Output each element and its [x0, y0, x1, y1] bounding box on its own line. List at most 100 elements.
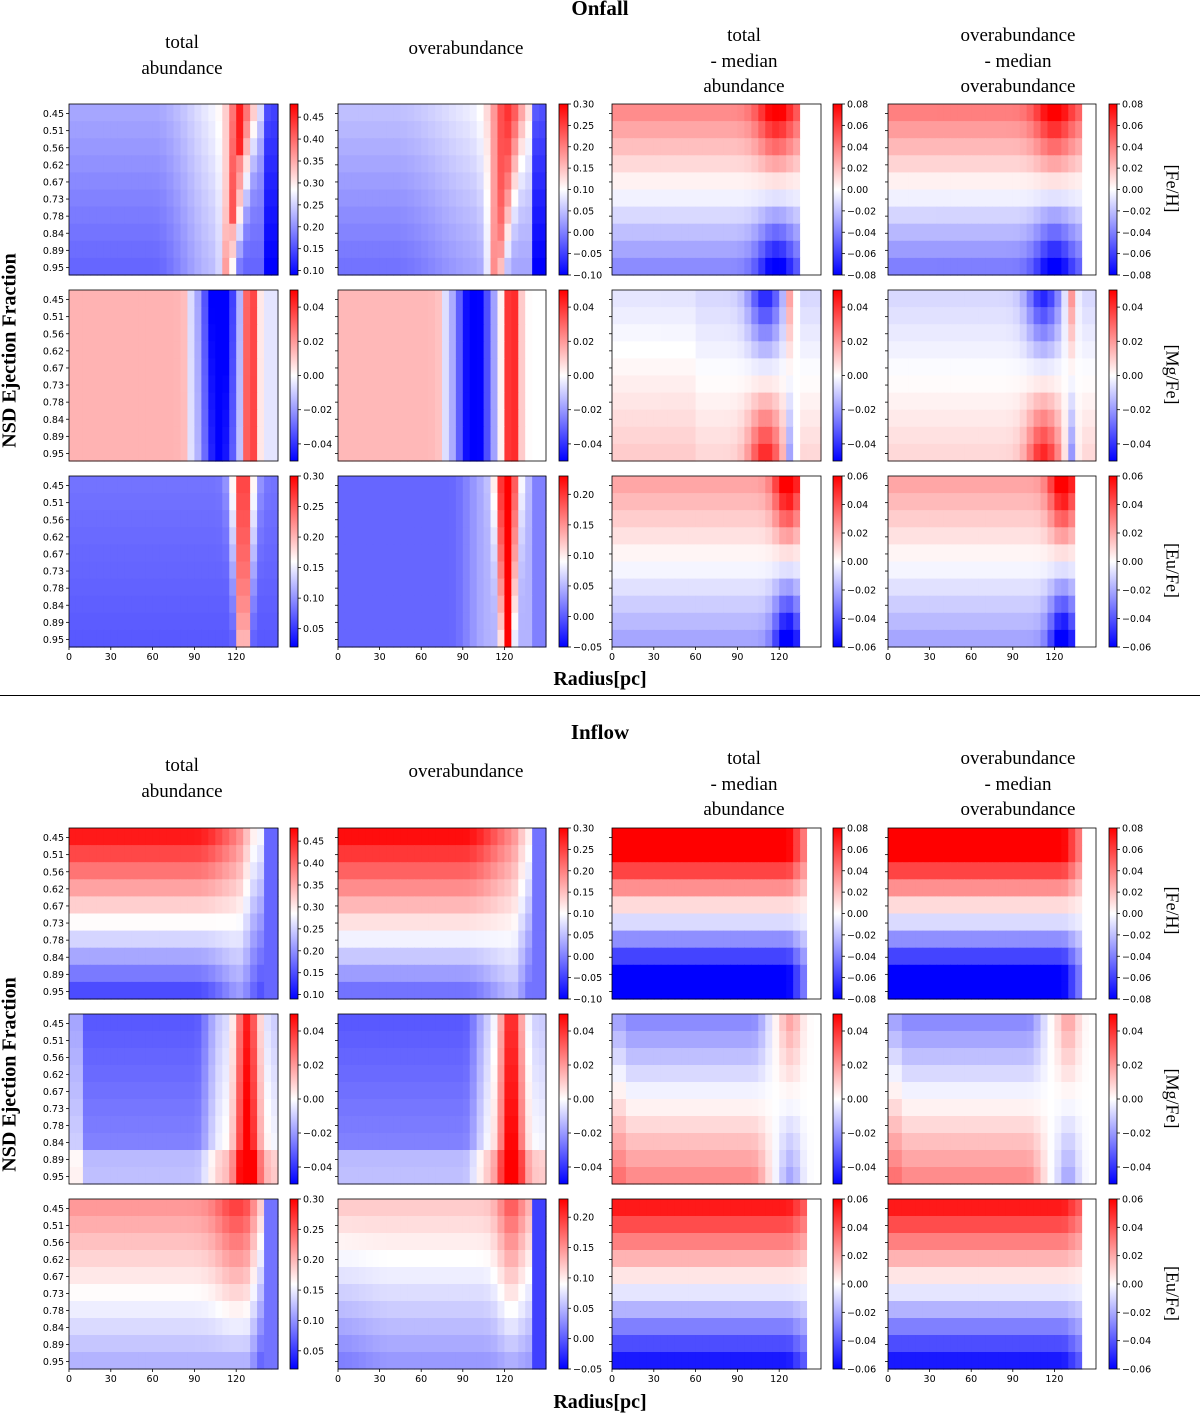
- colorbar-tick-label: 0.00: [847, 185, 868, 196]
- heatmap-cell: [462, 913, 471, 932]
- heatmap-cell: [351, 896, 360, 915]
- heatmap-cell: [201, 138, 209, 156]
- heatmap-cell: [908, 172, 917, 191]
- heatmap-cell: [716, 324, 725, 342]
- heatmap-cell: [737, 189, 745, 208]
- heatmap-cell: [372, 612, 381, 631]
- heatmap-cell: [194, 930, 202, 949]
- heatmap-cell: [103, 595, 112, 614]
- heatmap-cell: [723, 493, 732, 511]
- heatmap-cell: [358, 426, 367, 445]
- heatmap-cell: [751, 930, 759, 949]
- heatmap-cell: [243, 206, 251, 225]
- heatmap-cell: [103, 307, 112, 325]
- heatmap-cell: [393, 578, 401, 597]
- heatmap-cell: [929, 104, 938, 122]
- heatmap-cell: [793, 612, 801, 631]
- heatmap-cell: [709, 862, 718, 880]
- heatmap-cell: [998, 493, 1007, 511]
- heatmap-cell: [950, 223, 958, 242]
- heatmap-cell: [539, 561, 547, 580]
- heatmap-cell: [89, 544, 98, 563]
- heatmap-cell: [532, 358, 540, 377]
- heatmap-cell: [625, 341, 634, 359]
- heatmap-cell: [929, 392, 938, 411]
- colorbar-tick-label: 0.02: [847, 164, 868, 175]
- heatmap-cell: [358, 290, 367, 308]
- heatmap-cell: [483, 189, 492, 208]
- heatmap-cell: [476, 476, 485, 494]
- heatmap-cell: [462, 307, 471, 325]
- heatmap-cell: [180, 223, 189, 242]
- heatmap-cell: [187, 947, 195, 966]
- heatmap-cell: [716, 206, 725, 225]
- heatmap-cell: [421, 189, 429, 208]
- heatmap-cell: [208, 629, 216, 648]
- heatmap-cell: [400, 578, 408, 597]
- heatmap-cell: [490, 879, 499, 897]
- heatmap-cell: [709, 104, 718, 122]
- colorbar-onfall-r2-c1: 0.200.150.100.050.00−0.05: [558, 475, 602, 654]
- heatmap-cell: [448, 510, 457, 528]
- colorbar-tick-label: 0.00: [847, 371, 868, 382]
- heatmap-cell: [455, 307, 464, 325]
- heatmap-cell: [992, 223, 1000, 242]
- heatmap-cell: [124, 510, 133, 528]
- heatmap-cell: [1068, 206, 1076, 225]
- heatmap-cell: [138, 578, 147, 597]
- heatmap-cell: [688, 845, 697, 863]
- heatmap-cell: [772, 981, 780, 1000]
- heatmap-cell: [264, 964, 272, 983]
- heatmap-cell: [358, 307, 367, 325]
- heatmap-cell: [1033, 527, 1042, 545]
- heatmap-cell: [681, 930, 690, 949]
- heatmap-cell: [365, 155, 374, 173]
- heatmap-frame: [337, 475, 547, 648]
- heatmap-cell: [386, 862, 395, 880]
- heatmap-cell: [922, 172, 931, 191]
- heatmap-cell: [358, 443, 367, 462]
- heatmap-cell: [957, 476, 965, 494]
- heatmap-cell: [358, 947, 367, 966]
- heatmap-cell: [442, 828, 450, 846]
- heatmap-cell: [365, 121, 374, 139]
- heatmap-cell: [372, 409, 381, 428]
- heatmap-cell: [442, 358, 450, 377]
- heatmap-cell: [208, 358, 216, 377]
- heatmap-cell: [653, 561, 662, 580]
- heatmap-cell: [187, 223, 195, 242]
- heatmap-cell: [612, 257, 620, 276]
- heatmap-cell: [222, 578, 230, 597]
- heatmap-cell: [653, 930, 662, 949]
- heatmap-cell: [208, 104, 216, 122]
- colorbar-tick-label: 0.06: [1122, 472, 1143, 483]
- heatmap-cell: [653, 138, 662, 156]
- heatmap-cell: [351, 121, 360, 139]
- heatmap-cell: [497, 612, 505, 631]
- heatmap-cell: [737, 307, 745, 325]
- heatmap-cell: [131, 476, 140, 494]
- heatmap-cell: [236, 612, 244, 631]
- heatmap-cell: [469, 510, 478, 528]
- heatmap-cell: [702, 307, 711, 325]
- heatmap-cell: [504, 896, 512, 915]
- heatmap-cell: [525, 426, 533, 445]
- heatmap-cell: [469, 206, 478, 225]
- heatmap-cell: [744, 121, 752, 139]
- heatmap-cell: [800, 155, 808, 173]
- heatmap-cell: [511, 896, 519, 915]
- heatmap-cell: [716, 896, 725, 915]
- heatmap-cell: [758, 341, 766, 359]
- heatmap-cell: [264, 358, 272, 377]
- heatmap-cell: [483, 981, 492, 1000]
- heatmap-cell: [393, 629, 401, 648]
- heatmap-cell: [758, 845, 766, 863]
- heatmap-cell: [414, 324, 422, 342]
- heatmap-cell: [532, 240, 540, 259]
- heatmap-cell: [765, 544, 773, 563]
- heatmap-cell: [236, 828, 244, 846]
- y-tick-label: 0.56: [43, 515, 64, 526]
- heatmap-cell: [511, 845, 519, 863]
- heatmap-cell: [730, 223, 738, 242]
- heatmap-cell: [351, 223, 360, 242]
